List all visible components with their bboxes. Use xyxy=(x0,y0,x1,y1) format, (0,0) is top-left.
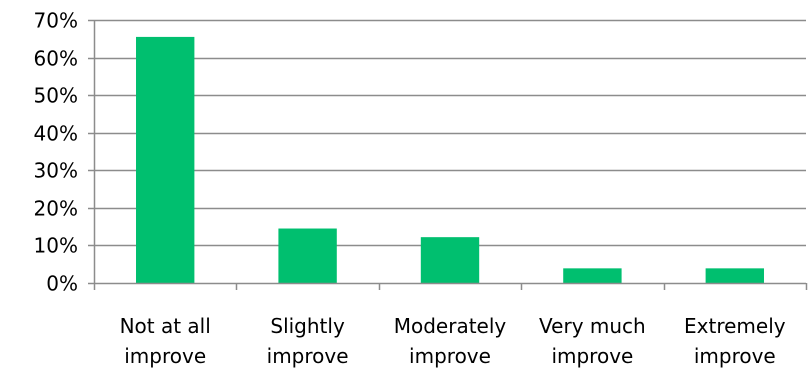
x-category-label-line: improve xyxy=(267,344,349,368)
x-category-label-line: improve xyxy=(409,344,491,368)
x-category-label-line: Moderately xyxy=(394,314,507,338)
x-category-label-line: Extremely xyxy=(684,314,786,338)
y-tick-label: 30% xyxy=(34,159,78,183)
x-category-label: Extremely improve xyxy=(684,314,786,368)
x-category-label: Moderately improve xyxy=(394,314,507,368)
x-category-label: Slightly improve xyxy=(267,314,349,368)
bar xyxy=(136,36,195,284)
axes xyxy=(88,19,808,290)
y-tick-label: 50% xyxy=(34,84,78,108)
bar xyxy=(563,268,622,283)
y-tick-label: 20% xyxy=(34,197,78,221)
bar xyxy=(278,228,337,283)
x-category-label-line: improve xyxy=(694,344,776,368)
y-tick-labels: 0% 10% 20% 30% 40% 50% 60% 70% xyxy=(34,9,78,296)
x-category-label-line: improve xyxy=(551,344,633,368)
y-tick-label: 10% xyxy=(34,234,78,258)
x-category-label-line: Very much xyxy=(539,314,646,338)
x-category-label: Very much improve xyxy=(539,314,646,368)
x-category-label-line: Slightly xyxy=(270,314,345,338)
bar xyxy=(705,268,764,283)
y-tick-label: 0% xyxy=(46,272,78,296)
y-tick-label: 70% xyxy=(34,9,78,33)
y-tick-label: 60% xyxy=(34,47,78,71)
x-category-label: Not at all improve xyxy=(120,314,211,368)
x-category-label-line: improve xyxy=(124,344,206,368)
gridlines xyxy=(94,19,806,247)
y-tick-label: 40% xyxy=(34,122,78,146)
x-category-label-line: Not at all xyxy=(120,314,211,338)
bars xyxy=(136,36,764,284)
bar xyxy=(420,237,480,283)
